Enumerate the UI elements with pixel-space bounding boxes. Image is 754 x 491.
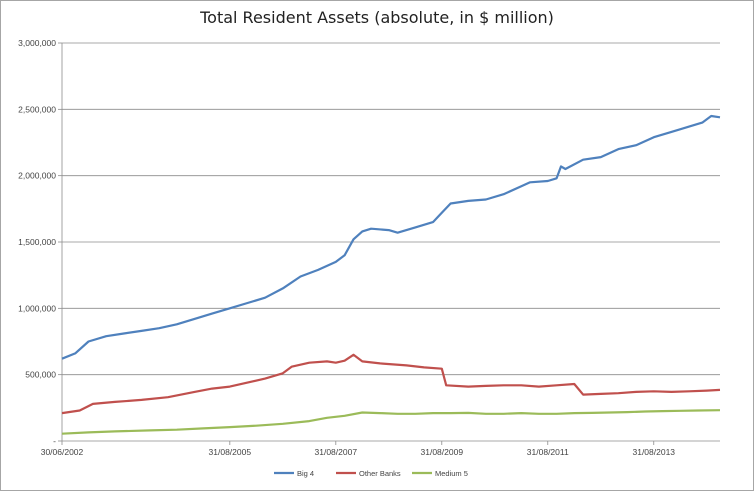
series-line-medium-5 (61, 409, 721, 435)
grid-lines (62, 42, 720, 376)
legend-item: Medium 5 (412, 469, 468, 478)
legend-item: Big 4 (274, 469, 314, 478)
x-tick-label: 31/08/2005 (209, 447, 252, 457)
x-tick-label: 31/08/2011 (527, 447, 569, 457)
legend-label: Medium 5 (435, 469, 468, 478)
y-tick-label: 1,500,000 (18, 237, 56, 247)
series-lines (61, 114, 721, 435)
x-tick-label: 31/08/2007 (315, 447, 358, 457)
y-tick-label: 2,500,000 (18, 104, 56, 114)
legend: Big 4 Other Banks Medium 5 (274, 469, 468, 478)
y-tick-label: 1,000,000 (18, 303, 56, 313)
y-tick-label: 3,000,000 (18, 38, 56, 48)
y-tick-label: - (53, 436, 56, 446)
legend-label: Big 4 (297, 469, 314, 478)
x-tick-label: 30/06/2002 (41, 447, 84, 457)
chart-title: Total Resident Assets (absolute, in $ mi… (200, 8, 554, 27)
x-tick-label: 31/08/2009 (421, 447, 464, 457)
series-line-other-banks (61, 353, 721, 415)
legend-item: Other Banks (336, 469, 401, 478)
legend-label: Other Banks (359, 469, 401, 478)
axes: - 500,000 1,000,000 1,500,000 2,000,000 2,500… (18, 38, 720, 457)
series-line-big-4 (61, 114, 721, 360)
y-tick-label: 500,000 (25, 370, 56, 380)
y-tick-label: 2,000,000 (18, 171, 56, 181)
x-tick-label: 31/08/2013 (632, 447, 675, 457)
